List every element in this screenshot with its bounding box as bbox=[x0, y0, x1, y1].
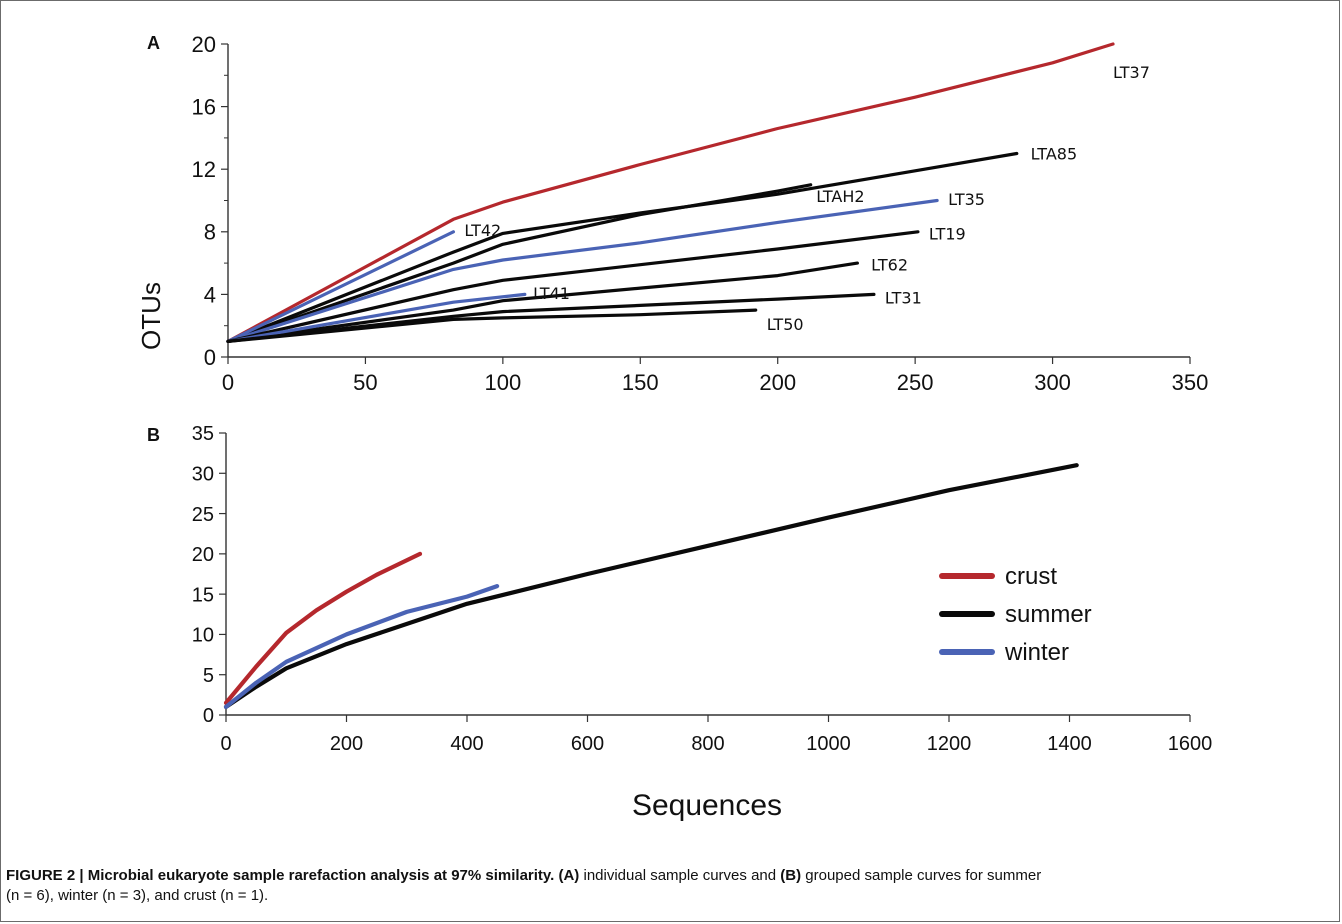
x-tick-label: 1600 bbox=[1168, 733, 1213, 755]
x-axis-label: Sequences bbox=[632, 789, 782, 822]
y-axis-label: OTUs bbox=[136, 282, 166, 350]
legend-label-crust: crust bbox=[1005, 563, 1057, 590]
caption-title: FIGURE 2 | Microbial eukaryote sample ra… bbox=[6, 867, 555, 884]
y-tick-label: 0 bbox=[203, 705, 214, 727]
series-line-ltah2 bbox=[226, 183, 813, 343]
panel-b-axes: 0 200 400 600 800 1000 1200 1400 1600 0 5 10 15 20 25 3… bbox=[192, 423, 1213, 755]
caption-line-2: (n = 6), winter (n = 3), and crust (n = … bbox=[6, 887, 269, 904]
curve-label-lt62: LT62 bbox=[871, 256, 908, 275]
y-tick-label: 12 bbox=[192, 157, 216, 182]
panel-a-series bbox=[226, 42, 1115, 343]
series-line-lt50 bbox=[226, 308, 758, 343]
caption-b-text: grouped sample curves for summer bbox=[805, 867, 1042, 884]
x-tick-label: 150 bbox=[622, 370, 659, 395]
curve-label-lt19: LT19 bbox=[929, 224, 966, 243]
series-line-lt37 bbox=[226, 42, 1115, 343]
series-line-summer bbox=[223, 463, 1079, 709]
y-tick-label: 0 bbox=[204, 345, 216, 370]
series-line-lt35 bbox=[226, 198, 939, 343]
curve-label-lt41: LT41 bbox=[533, 284, 570, 303]
curve-label-lt37: LT37 bbox=[1113, 63, 1150, 82]
curve-label-lt50: LT50 bbox=[767, 315, 804, 334]
series-line-lt62 bbox=[226, 261, 859, 343]
y-tick-label: 20 bbox=[192, 544, 214, 566]
x-tick-label: 100 bbox=[484, 370, 521, 395]
series-line-lt31 bbox=[226, 292, 876, 343]
x-tick-label: 1000 bbox=[806, 733, 851, 755]
x-tick-label: 400 bbox=[450, 733, 483, 755]
y-tick-label: 20 bbox=[192, 32, 216, 57]
x-tick-label: 200 bbox=[330, 733, 363, 755]
y-tick-label: 30 bbox=[192, 463, 214, 485]
chart-legend: crust summer winter bbox=[939, 563, 1092, 666]
y-tick-label: 16 bbox=[192, 95, 216, 120]
curve-label-lt35: LT35 bbox=[948, 190, 985, 209]
x-tick-label: 1400 bbox=[1047, 733, 1092, 755]
figure-caption: FIGURE 2 | Microbial eukaryote sample ra… bbox=[6, 866, 1326, 906]
x-tick-label: 350 bbox=[1172, 370, 1209, 395]
y-tick-label: 35 bbox=[192, 423, 214, 445]
caption-a-text: individual sample curves and bbox=[583, 867, 777, 884]
caption-b-marker: (B) bbox=[780, 867, 802, 884]
series-line-lt19 bbox=[226, 230, 920, 343]
y-tick-label: 15 bbox=[192, 584, 214, 606]
series-line-lt41 bbox=[226, 292, 527, 343]
chart-panel-a: A OTUs 0 50 100 150 200 250 300 350 0 4 8 12 16 20 LT… bbox=[136, 32, 1208, 395]
caption-a-marker: (A) bbox=[558, 867, 580, 884]
x-tick-label: 1200 bbox=[927, 733, 972, 755]
series-line-winter bbox=[223, 584, 500, 709]
series-line-crust bbox=[223, 551, 423, 705]
panel-b-letter: B bbox=[147, 425, 160, 445]
x-tick-label: 600 bbox=[571, 733, 604, 755]
legend-label-winter: winter bbox=[1004, 639, 1069, 666]
y-tick-label: 8 bbox=[204, 220, 216, 245]
x-tick-label: 250 bbox=[897, 370, 934, 395]
x-tick-label: 200 bbox=[759, 370, 796, 395]
chart-panel-b: B 0 200 400 600 800 1000 1200 1400 1600 0 5 10 15 20 2… bbox=[147, 423, 1212, 822]
panel-a-curve-labels: LT37 LTA85 LTAH2 LT35 LT19 LT62 LT31 LT50 LT42 LT… bbox=[464, 63, 1150, 334]
panel-a-letter: A bbox=[147, 33, 160, 53]
curve-label-lta85: LTA85 bbox=[1031, 145, 1078, 164]
curve-label-lt42: LT42 bbox=[464, 221, 501, 240]
y-tick-label: 10 bbox=[192, 625, 214, 647]
x-tick-label: 0 bbox=[222, 370, 234, 395]
legend-label-summer: summer bbox=[1005, 601, 1092, 628]
panel-b-series bbox=[223, 463, 1079, 709]
series-line-lt42 bbox=[226, 230, 455, 343]
curve-label-lt31: LT31 bbox=[885, 289, 922, 308]
x-tick-label: 50 bbox=[353, 370, 377, 395]
x-tick-label: 300 bbox=[1034, 370, 1071, 395]
x-tick-label: 0 bbox=[220, 733, 231, 755]
x-tick-label: 800 bbox=[691, 733, 724, 755]
curve-label-ltah2: LTAH2 bbox=[816, 187, 864, 206]
y-tick-label: 5 bbox=[203, 665, 214, 687]
panel-a-axes: 0 50 100 150 200 250 300 350 0 4 8 12 16 20 bbox=[192, 32, 1209, 395]
y-tick-label: 25 bbox=[192, 504, 214, 526]
y-tick-label: 4 bbox=[204, 282, 216, 307]
